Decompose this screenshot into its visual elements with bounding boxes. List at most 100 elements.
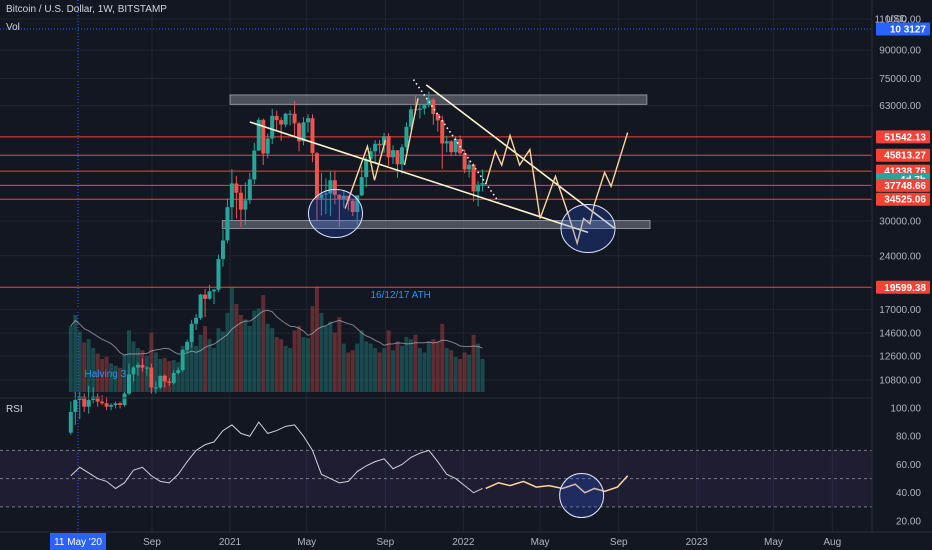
price-candle[interactable] — [297, 121, 302, 152]
price-candle[interactable] — [212, 288, 217, 305]
price-axis-badge-text: 51542.13 — [884, 132, 926, 143]
price-candle[interactable] — [355, 195, 360, 225]
price-candle[interactable] — [417, 103, 422, 119]
price-candle[interactable] — [364, 156, 369, 188]
price-candle[interactable] — [243, 182, 248, 226]
price-candle[interactable] — [292, 101, 297, 138]
price-candle[interactable] — [167, 377, 172, 386]
price-candle[interactable] — [234, 175, 239, 219]
price-candle[interactable] — [310, 114, 315, 163]
price-candle[interactable] — [176, 367, 181, 375]
price-candle[interactable] — [252, 142, 257, 185]
price-candle[interactable] — [135, 362, 140, 376]
price-candle[interactable] — [104, 396, 109, 411]
price-candle[interactable] — [431, 97, 436, 125]
price-candle[interactable] — [207, 284, 212, 300]
price-candle[interactable] — [440, 115, 445, 169]
price-candle[interactable] — [270, 108, 275, 145]
price-candle[interactable] — [408, 105, 413, 130]
price-candle[interactable] — [95, 393, 100, 407]
price-candle[interactable] — [386, 133, 391, 166]
price-candle[interactable] — [319, 172, 324, 216]
rsi-line — [70, 421, 483, 494]
volume-bar — [435, 341, 440, 392]
price-candle[interactable] — [373, 140, 378, 162]
price-candle[interactable] — [185, 339, 190, 353]
price-candle[interactable] — [180, 348, 185, 372]
price-candle[interactable] — [435, 113, 440, 132]
price-candle[interactable] — [220, 229, 225, 267]
price-candle[interactable] — [198, 293, 203, 320]
price-candle[interactable] — [377, 140, 382, 154]
volume-bar — [176, 362, 181, 392]
price-candle[interactable] — [73, 392, 78, 425]
volume-bar — [68, 326, 73, 392]
price-candle[interactable] — [288, 110, 293, 126]
price-candle[interactable] — [247, 172, 252, 204]
price-candle[interactable] — [274, 110, 279, 132]
price-candle[interactable] — [395, 150, 400, 178]
price-candle[interactable] — [323, 178, 328, 214]
candle-body — [122, 393, 127, 405]
price-candle[interactable] — [265, 133, 270, 159]
price-candle[interactable] — [171, 370, 176, 385]
price-candle[interactable] — [279, 117, 284, 141]
price-candle[interactable] — [306, 114, 310, 133]
price-candle[interactable] — [203, 288, 208, 317]
price-candle[interactable] — [332, 171, 337, 205]
price-candle[interactable] — [399, 144, 404, 174]
price-candle[interactable] — [162, 374, 167, 388]
price-candle[interactable] — [449, 140, 454, 157]
price-candle[interactable] — [126, 363, 131, 396]
price-candle[interactable] — [301, 117, 306, 146]
price-candle[interactable] — [82, 393, 87, 412]
price-candle[interactable] — [444, 135, 449, 153]
price-candle[interactable] — [404, 122, 409, 151]
price-candle[interactable] — [341, 190, 346, 208]
candle-body — [144, 367, 149, 369]
price-candle[interactable] — [462, 149, 467, 174]
price-candle[interactable] — [238, 185, 243, 227]
price-candle[interactable] — [109, 403, 114, 411]
candle-body — [158, 375, 163, 388]
candle-body — [440, 120, 445, 144]
price-candle[interactable] — [194, 314, 199, 330]
price-candle[interactable] — [131, 366, 136, 382]
price-candle[interactable] — [140, 358, 145, 372]
price-candle[interactable] — [422, 104, 427, 115]
price-candle[interactable] — [314, 151, 319, 222]
volume-bar — [426, 341, 431, 392]
price-candle[interactable] — [476, 181, 481, 207]
price-candle[interactable] — [100, 395, 105, 405]
price-candle[interactable] — [149, 363, 154, 394]
price-candle[interactable] — [118, 401, 123, 409]
price-candle[interactable] — [122, 392, 127, 407]
price-candle[interactable] — [189, 319, 194, 348]
price-candle[interactable] — [350, 198, 355, 216]
volume-bar — [453, 356, 458, 392]
volume-label: Vol — [6, 22, 20, 33]
candle-body — [297, 123, 302, 142]
price-candle[interactable] — [359, 166, 364, 197]
price-candle[interactable] — [144, 366, 149, 376]
price-candle[interactable] — [328, 171, 333, 216]
price-candle[interactable] — [467, 160, 472, 178]
price-candle[interactable] — [216, 254, 221, 293]
price-candle[interactable] — [225, 198, 230, 244]
volume-bar — [467, 354, 472, 392]
price-candle[interactable] — [158, 375, 163, 389]
price-candle[interactable] — [480, 169, 485, 192]
price-candle[interactable] — [68, 401, 73, 435]
price-candle[interactable] — [86, 385, 91, 414]
price-axis-badge-text: 41338.76 — [884, 167, 926, 178]
price-candle[interactable] — [113, 401, 118, 409]
price-candle[interactable] — [153, 381, 158, 394]
price-candle[interactable] — [283, 112, 288, 128]
price-candle[interactable] — [337, 194, 342, 228]
price-candle[interactable] — [229, 169, 234, 222]
price-candle[interactable] — [256, 117, 261, 151]
chart-annotation: 16/12/17 ATH — [370, 290, 430, 301]
price-candle[interactable] — [391, 145, 396, 164]
pattern-line — [403, 98, 419, 166]
